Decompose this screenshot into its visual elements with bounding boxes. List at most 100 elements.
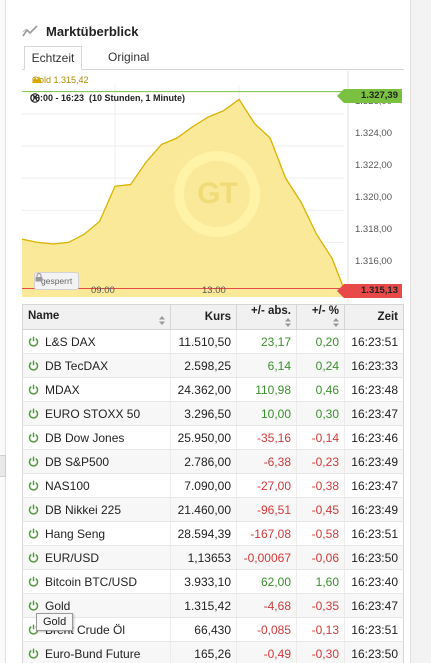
price-cell: 1.315,42 <box>170 593 237 618</box>
abs-change-cell: 62,00 <box>236 569 297 594</box>
table-row[interactable]: DB TecDAX 2.598,25 6,14 0,24 16:23:33 <box>22 353 404 378</box>
abs-change-cell: -0,00067 <box>236 545 297 570</box>
table-row[interactable]: Hang Seng 28.594,39 -167,08 -0,58 16:23:… <box>22 521 404 546</box>
tab-bar: Echtzeit Original <box>22 46 404 70</box>
instrument-name: L&S DAX <box>45 334 96 349</box>
time-cell: 16:23:47 <box>344 401 404 426</box>
power-icon <box>28 336 39 347</box>
row-name-cell[interactable]: DB TecDAX <box>22 353 171 378</box>
table-row[interactable]: DB Nikkei 225 21.460,00 -96,51 -0,45 16:… <box>22 497 404 522</box>
instrument-name: EUR/USD <box>45 550 100 565</box>
table-row[interactable]: L&S DAX 11.510,50 23,17 0,20 16:23:51 <box>22 329 404 354</box>
price-cell: 3.933,10 <box>170 569 237 594</box>
sort-icon <box>159 315 165 325</box>
chart-duration: (10 Stunden, 1 Minute) <box>89 93 186 103</box>
row-name-cell[interactable]: Bitcoin BTC/USD <box>22 569 171 594</box>
pct-change-cell: -0,58 <box>296 521 345 546</box>
column-header-abs[interactable]: +/- abs. <box>236 304 297 330</box>
time-cell: 16:23:50 <box>344 641 404 663</box>
locked-label: gesperrt <box>41 276 73 286</box>
pct-change-cell: 0,30 <box>296 401 345 426</box>
y-tick-label: 1.316,00 <box>355 256 392 267</box>
table-row[interactable]: Euro-Bund Future 165,26 -0,49 -0,30 16:2… <box>22 641 404 663</box>
price-cell: 7.090,00 <box>170 473 237 498</box>
chart-legend: Gold 1.315,42 <box>32 75 89 85</box>
chart-time-range: 06:00 - 16:23 <box>30 93 85 103</box>
row-name-cell[interactable]: EURO STOXX 50 <box>22 401 171 426</box>
row-name-cell[interactable]: DB Dow Jones <box>22 425 171 450</box>
abs-change-cell: 110,98 <box>236 377 297 402</box>
price-chart[interactable]: GT Gold 1.315,42 06:00 - 16:23 (10 Stund… <box>22 71 404 303</box>
power-icon <box>28 456 39 467</box>
current-price-tag: 1.315,13 <box>337 284 402 298</box>
table-row[interactable]: EURO STOXX 50 3.296,50 10,00 0,30 16:23:… <box>22 401 404 426</box>
tab-echtzeit[interactable]: Echtzeit <box>24 46 82 70</box>
pct-change-cell: -0,45 <box>296 497 345 522</box>
price-cell: 3.296,50 <box>170 401 237 426</box>
price-cell: 24.362,00 <box>170 377 237 402</box>
table-row[interactable]: Brent Crude Öl 66,430 -0,085 -0,13 16:23… <box>22 617 404 642</box>
pct-change-cell: -0,38 <box>296 473 345 498</box>
power-icon <box>28 600 39 611</box>
time-cell: 16:23:40 <box>344 569 404 594</box>
hover-tooltip: Gold <box>36 613 74 631</box>
table-row[interactable]: Gold 1.315,42 -4,68 -0,35 16:23:47 <box>22 593 404 618</box>
time-cell: 16:23:48 <box>344 377 404 402</box>
row-name-cell[interactable]: NAS100 <box>22 473 171 498</box>
sort-icon <box>333 318 339 328</box>
row-name-cell[interactable]: DB Nikkei 225 <box>22 497 171 522</box>
abs-change-cell: 6,14 <box>236 353 297 378</box>
row-name-cell[interactable]: L&S DAX <box>22 329 171 354</box>
power-icon <box>28 648 39 659</box>
column-header-pct[interactable]: +/- % <box>296 304 345 330</box>
row-name-cell[interactable]: DB S&P500 <box>22 449 171 474</box>
chart-legend-label: Gold 1.315,42 <box>32 75 89 85</box>
price-cell: 25.950,00 <box>170 425 237 450</box>
instrument-name: DB Dow Jones <box>45 430 125 445</box>
table-row[interactable]: MDAX 24.362,00 110,98 0,46 16:23:48 <box>22 377 404 402</box>
x-tick-label: 13:00 <box>202 285 226 296</box>
abs-change-cell: -0,49 <box>236 641 297 663</box>
y-tick-label: 1.318,00 <box>355 224 392 235</box>
column-header-kurs[interactable]: Kurs <box>170 304 237 330</box>
market-overview-widget: Marktüberblick Echtzeit Original GT Gold… <box>22 16 404 663</box>
y-tick-label: 1.324,00 <box>355 128 392 139</box>
row-name-cell[interactable]: MDAX <box>22 377 171 402</box>
pct-change-cell: -0,14 <box>296 425 345 450</box>
time-cell: 16:23:47 <box>344 473 404 498</box>
time-cell: 16:23:51 <box>344 329 404 354</box>
left-page-tab[interactable] <box>0 455 6 477</box>
price-cell: 2.598,25 <box>170 353 237 378</box>
pct-change-cell: -0,13 <box>296 617 345 642</box>
time-cell: 16:23:33 <box>344 353 404 378</box>
column-header-zeit[interactable]: Zeit <box>344 304 404 330</box>
time-cell: 16:23:51 <box>344 617 404 642</box>
tab-original[interactable]: Original <box>108 50 150 64</box>
row-name-cell[interactable]: Hang Seng <box>22 521 171 546</box>
time-cell: 16:23:49 <box>344 497 404 522</box>
abs-change-cell: -0,085 <box>236 617 297 642</box>
widget-header: Marktüberblick <box>22 16 404 46</box>
price-cell: 2.786,00 <box>170 449 237 474</box>
pct-change-cell: -0,30 <box>296 641 345 663</box>
table-row[interactable]: DB Dow Jones 25.950,00 -35,16 -0,14 16:2… <box>22 425 404 450</box>
table-row[interactable]: EUR/USD 1,13653 -0,00067 -0,06 16:23:50 <box>22 545 404 570</box>
gt-watermark-logo: GT <box>174 151 260 237</box>
power-icon <box>28 480 39 491</box>
lock-icon <box>35 273 43 282</box>
instrument-name: DB S&P500 <box>45 454 110 469</box>
table-row[interactable]: DB S&P500 2.786,00 -6,38 -0,23 16:23:49 <box>22 449 404 474</box>
table-row[interactable]: Bitcoin BTC/USD 3.933,10 62,00 1,60 16:2… <box>22 569 404 594</box>
time-cell: 16:23:47 <box>344 593 404 618</box>
time-cell: 16:23:50 <box>344 545 404 570</box>
row-name-cell[interactable]: Euro-Bund Future <box>22 641 171 663</box>
locked-badge[interactable]: gesperrt <box>34 272 80 290</box>
mountain-chart-icon <box>32 76 42 83</box>
table-row[interactable]: NAS100 7.090,00 -27,00 -0,38 16:23:47 <box>22 473 404 498</box>
row-name-cell[interactable]: EUR/USD <box>22 545 171 570</box>
column-header-name[interactable]: Name <box>22 304 171 330</box>
power-icon <box>28 360 39 371</box>
pct-change-cell: 0,20 <box>296 329 345 354</box>
price-cell: 66,430 <box>170 617 237 642</box>
table-body: L&S DAX 11.510,50 23,17 0,20 16:23:51 DB… <box>22 329 404 663</box>
